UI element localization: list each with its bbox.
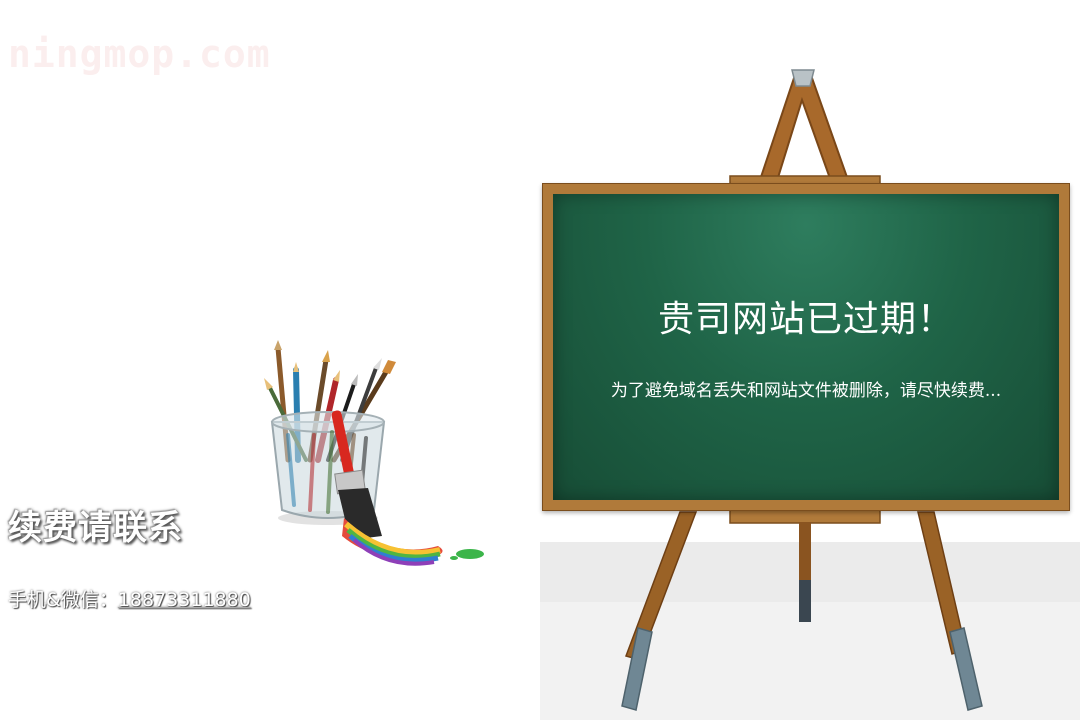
- expired-message: 为了避免域名丢失和网站文件被删除，请尽快续费...: [610, 381, 1002, 401]
- easel-illustration: [540, 69, 1080, 720]
- contact-title: 续费请联系: [8, 508, 183, 548]
- phone-label: 手机&微信：: [8, 589, 118, 611]
- phone-number[interactable]: 18873311880: [117, 589, 251, 611]
- chalkboard: 贵司网站已过期！ 为了避免域名丢失和网站文件被删除，请尽快续费...: [542, 183, 1070, 511]
- contact-panel: 续费请联系 手机&微信：18873311880: [8, 500, 308, 612]
- expired-title: 贵司网站已过期！: [657, 299, 954, 340]
- watermark-text: ningmop.com: [8, 32, 271, 76]
- brushes-illustration: [264, 340, 484, 566]
- contact-phone-line: 手机&微信：18873311880: [8, 585, 308, 612]
